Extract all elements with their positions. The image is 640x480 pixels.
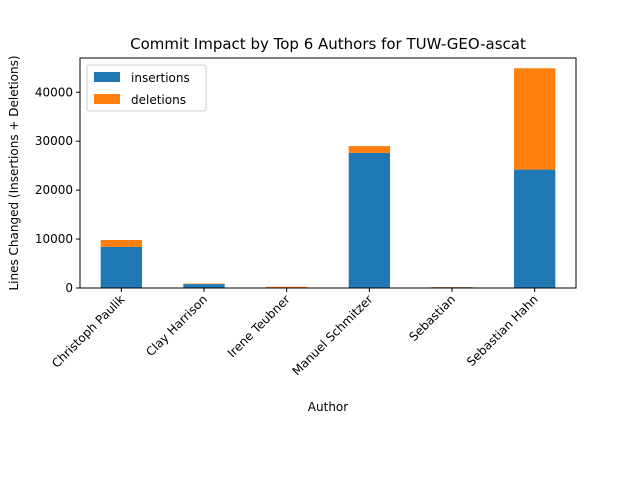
y-tick-label: 20000 [35,183,73,197]
y-axis-label: Lines Changed (Insertions + Deletions) [7,55,21,290]
plot-frame [79,57,577,289]
bar-insertions-sebastian-hahn [514,169,556,288]
legend-label-insertions: insertions [131,71,190,85]
x-tick-label: Christoph Paulik [49,292,127,370]
bar-insertions-christoph-paulik [100,246,142,288]
bar-insertions-clay-harrison [183,284,225,288]
x-tick-label: Sebastian [406,292,458,344]
bar-deletions-sebastian-hahn [514,68,556,170]
plot-area [100,68,556,288]
x-tick-label: Irene Teubner [225,292,293,360]
legend-swatch-insertions [94,72,120,82]
axis-ticks: Christoph Paulik Clay Harrison Irene Teubn… [35,85,541,378]
x-tick-label: Clay Harrison [143,292,210,359]
legend-label-deletions: deletions [131,93,186,107]
x-tick-label: Manuel Schmitzer [289,292,375,378]
y-tick-label: 40000 [35,85,73,99]
legend: insertions deletions [86,64,207,112]
bar-deletions-irene-teubner [266,286,308,288]
bar-deletions-manuel-schmitzer [348,146,390,153]
y-tick-label: 0 [65,281,73,295]
x-tick-label: Sebastian Hahn [464,292,541,369]
bar-insertions-manuel-schmitzer [348,152,390,288]
y-tick-label: 30000 [35,134,73,148]
x-axis-label: Author [308,400,348,414]
chart-title: Commit Impact by Top 6 Authors for TUW-G… [130,35,526,53]
legend-swatch-deletions [94,94,120,104]
y-tick-label: 10000 [35,232,73,246]
bar-deletions-christoph-paulik [100,240,142,247]
